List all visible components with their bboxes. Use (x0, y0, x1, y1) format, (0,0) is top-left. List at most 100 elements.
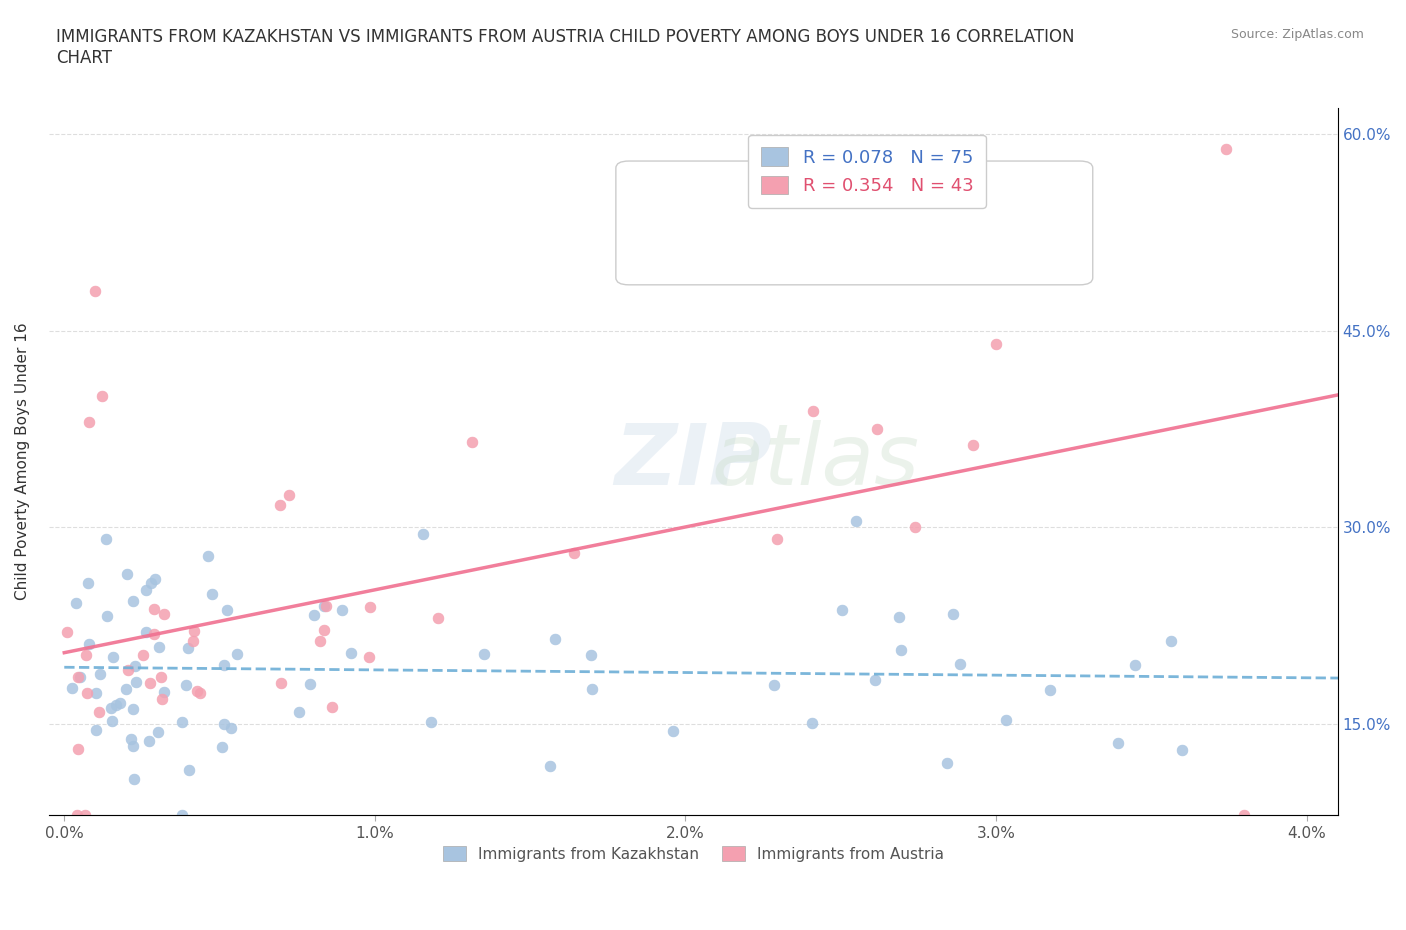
Point (143, 602, 166, 617)
Point (562, 546, 585, 561)
Legend: Immigrants from Kazakhstan, Immigrants from Austria: Immigrants from Kazakhstan, Immigrants f… (436, 840, 950, 868)
Point (845, 513, 868, 528)
Point (212, 717, 235, 732)
Point (135, 582, 157, 597)
Point (1215, 141, 1237, 156)
Point (148, 724, 170, 739)
Point (181, 633, 204, 648)
Point (288, 705, 311, 720)
Point (172, 714, 194, 729)
Point (188, 685, 211, 700)
Point (84, 685, 107, 700)
Point (139, 676, 162, 691)
Point (120, 731, 142, 746)
Text: ZIP: ZIP (614, 420, 772, 503)
Point (1107, 736, 1129, 751)
Point (150, 670, 173, 684)
Point (77, 415, 100, 430)
Point (179, 763, 201, 777)
Point (278, 488, 301, 503)
Point (890, 643, 912, 658)
Point (419, 714, 441, 729)
Point (105, 698, 128, 712)
Point (662, 724, 685, 738)
Point (538, 759, 561, 774)
Y-axis label: Child Poverty Among Boys Under 16: Child Poverty Among Boys Under 16 (15, 323, 30, 601)
Point (211, 739, 233, 754)
Point (1039, 683, 1062, 698)
Point (174, 678, 197, 693)
Point (183, 623, 205, 638)
Point (89, 704, 111, 719)
Point (579, 647, 602, 662)
Point (332, 603, 354, 618)
Point (89, 667, 111, 682)
Point (86, 723, 108, 737)
Point (544, 632, 567, 647)
Point (312, 623, 335, 638)
Point (186, 684, 208, 698)
Point (461, 434, 484, 449)
Point (75, 647, 97, 662)
Point (1233, 808, 1256, 823)
Point (312, 598, 335, 613)
Point (994, 712, 1017, 727)
Point (138, 734, 160, 749)
Point (66, 670, 89, 684)
Point (122, 702, 145, 717)
Point (863, 672, 886, 687)
Point (132, 648, 155, 663)
Point (215, 603, 238, 618)
Point (1123, 658, 1146, 672)
Point (124, 658, 146, 673)
Point (219, 721, 242, 736)
Point (84, 284, 107, 299)
Point (887, 609, 910, 624)
Point (117, 566, 139, 581)
Point (66, 808, 89, 823)
Point (122, 738, 145, 753)
Point (581, 682, 603, 697)
Point (801, 715, 824, 730)
Point (60, 681, 83, 696)
Point (142, 626, 165, 641)
Point (298, 677, 321, 692)
Point (831, 603, 853, 618)
Point (90, 389, 112, 404)
Point (321, 699, 343, 714)
Point (427, 611, 450, 626)
Point (949, 656, 972, 671)
Point (56, 625, 79, 640)
Point (77, 576, 100, 591)
Point (357, 649, 380, 664)
Point (101, 650, 124, 665)
Point (339, 646, 361, 661)
Point (197, 549, 219, 564)
Point (65, 595, 87, 610)
Point (79, 637, 101, 652)
Point (936, 756, 959, 771)
Point (121, 593, 143, 608)
Point (962, 437, 984, 452)
Point (904, 520, 927, 535)
Point (115, 682, 138, 697)
Point (67, 742, 90, 757)
Point (69, 670, 91, 684)
Point (170, 808, 193, 823)
Text: atlas: atlas (711, 420, 920, 503)
Point (117, 662, 139, 677)
Point (135, 624, 157, 639)
Point (474, 646, 496, 661)
Point (148, 640, 170, 655)
Point (226, 646, 249, 661)
Point (139, 576, 162, 591)
Point (766, 532, 789, 547)
Point (942, 606, 965, 621)
Point (143, 572, 166, 587)
Point (100, 700, 122, 715)
Point (315, 599, 337, 614)
Point (763, 678, 786, 693)
Point (984, 337, 1007, 352)
Point (866, 422, 889, 437)
Point (214, 658, 236, 672)
